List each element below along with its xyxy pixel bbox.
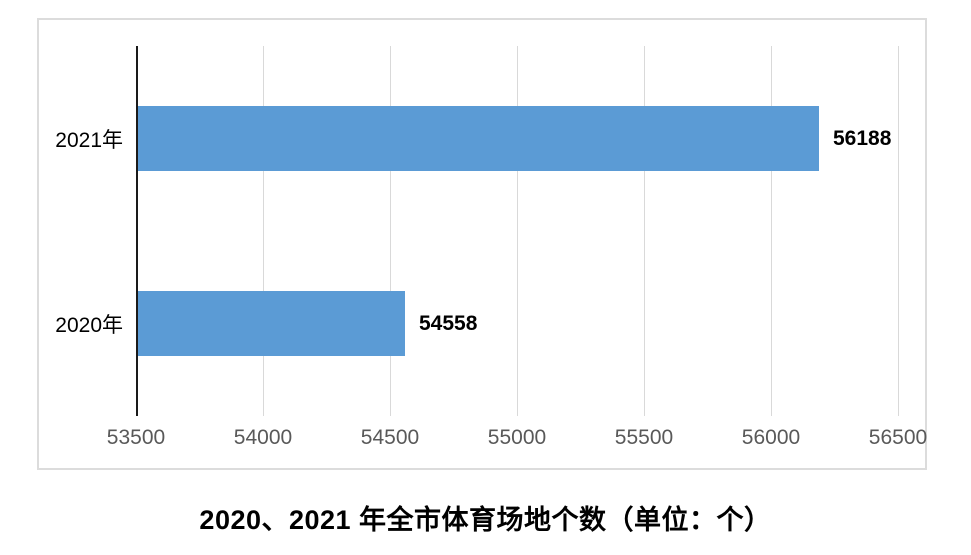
gridline-56500 [898, 46, 899, 416]
x-tick-55000: 55000 [487, 426, 547, 449]
bar-2020年 [138, 291, 405, 356]
data-label-2021年: 56188 [833, 126, 892, 150]
x-tick-54000: 54000 [233, 426, 293, 449]
bar-chart: 2021年 56188 2020年 54558 53500 54000 54500 55000… [37, 18, 927, 470]
data-label-2020年: 54558 [419, 311, 478, 335]
x-tick-56000: 56000 [741, 426, 801, 449]
category-label-2021年: 2021年 [55, 128, 123, 152]
x-tick-56500: 56500 [868, 426, 928, 449]
gridline-55000 [517, 46, 518, 416]
gridline-56000 [771, 46, 772, 416]
x-tick-54500: 54500 [360, 426, 420, 449]
x-tick-55500: 55500 [614, 426, 674, 449]
bar-2021年 [138, 106, 819, 171]
gridline-54500 [390, 46, 391, 416]
gridline-54000 [263, 46, 264, 416]
y-axis-line [136, 46, 138, 416]
x-tick-53500: 53500 [106, 426, 166, 449]
chart-title: 2020、2021 年全市体育场地个数（单位：个） [199, 505, 772, 535]
gridline-55500 [644, 46, 645, 416]
category-label-2020年: 2020年 [55, 313, 123, 337]
